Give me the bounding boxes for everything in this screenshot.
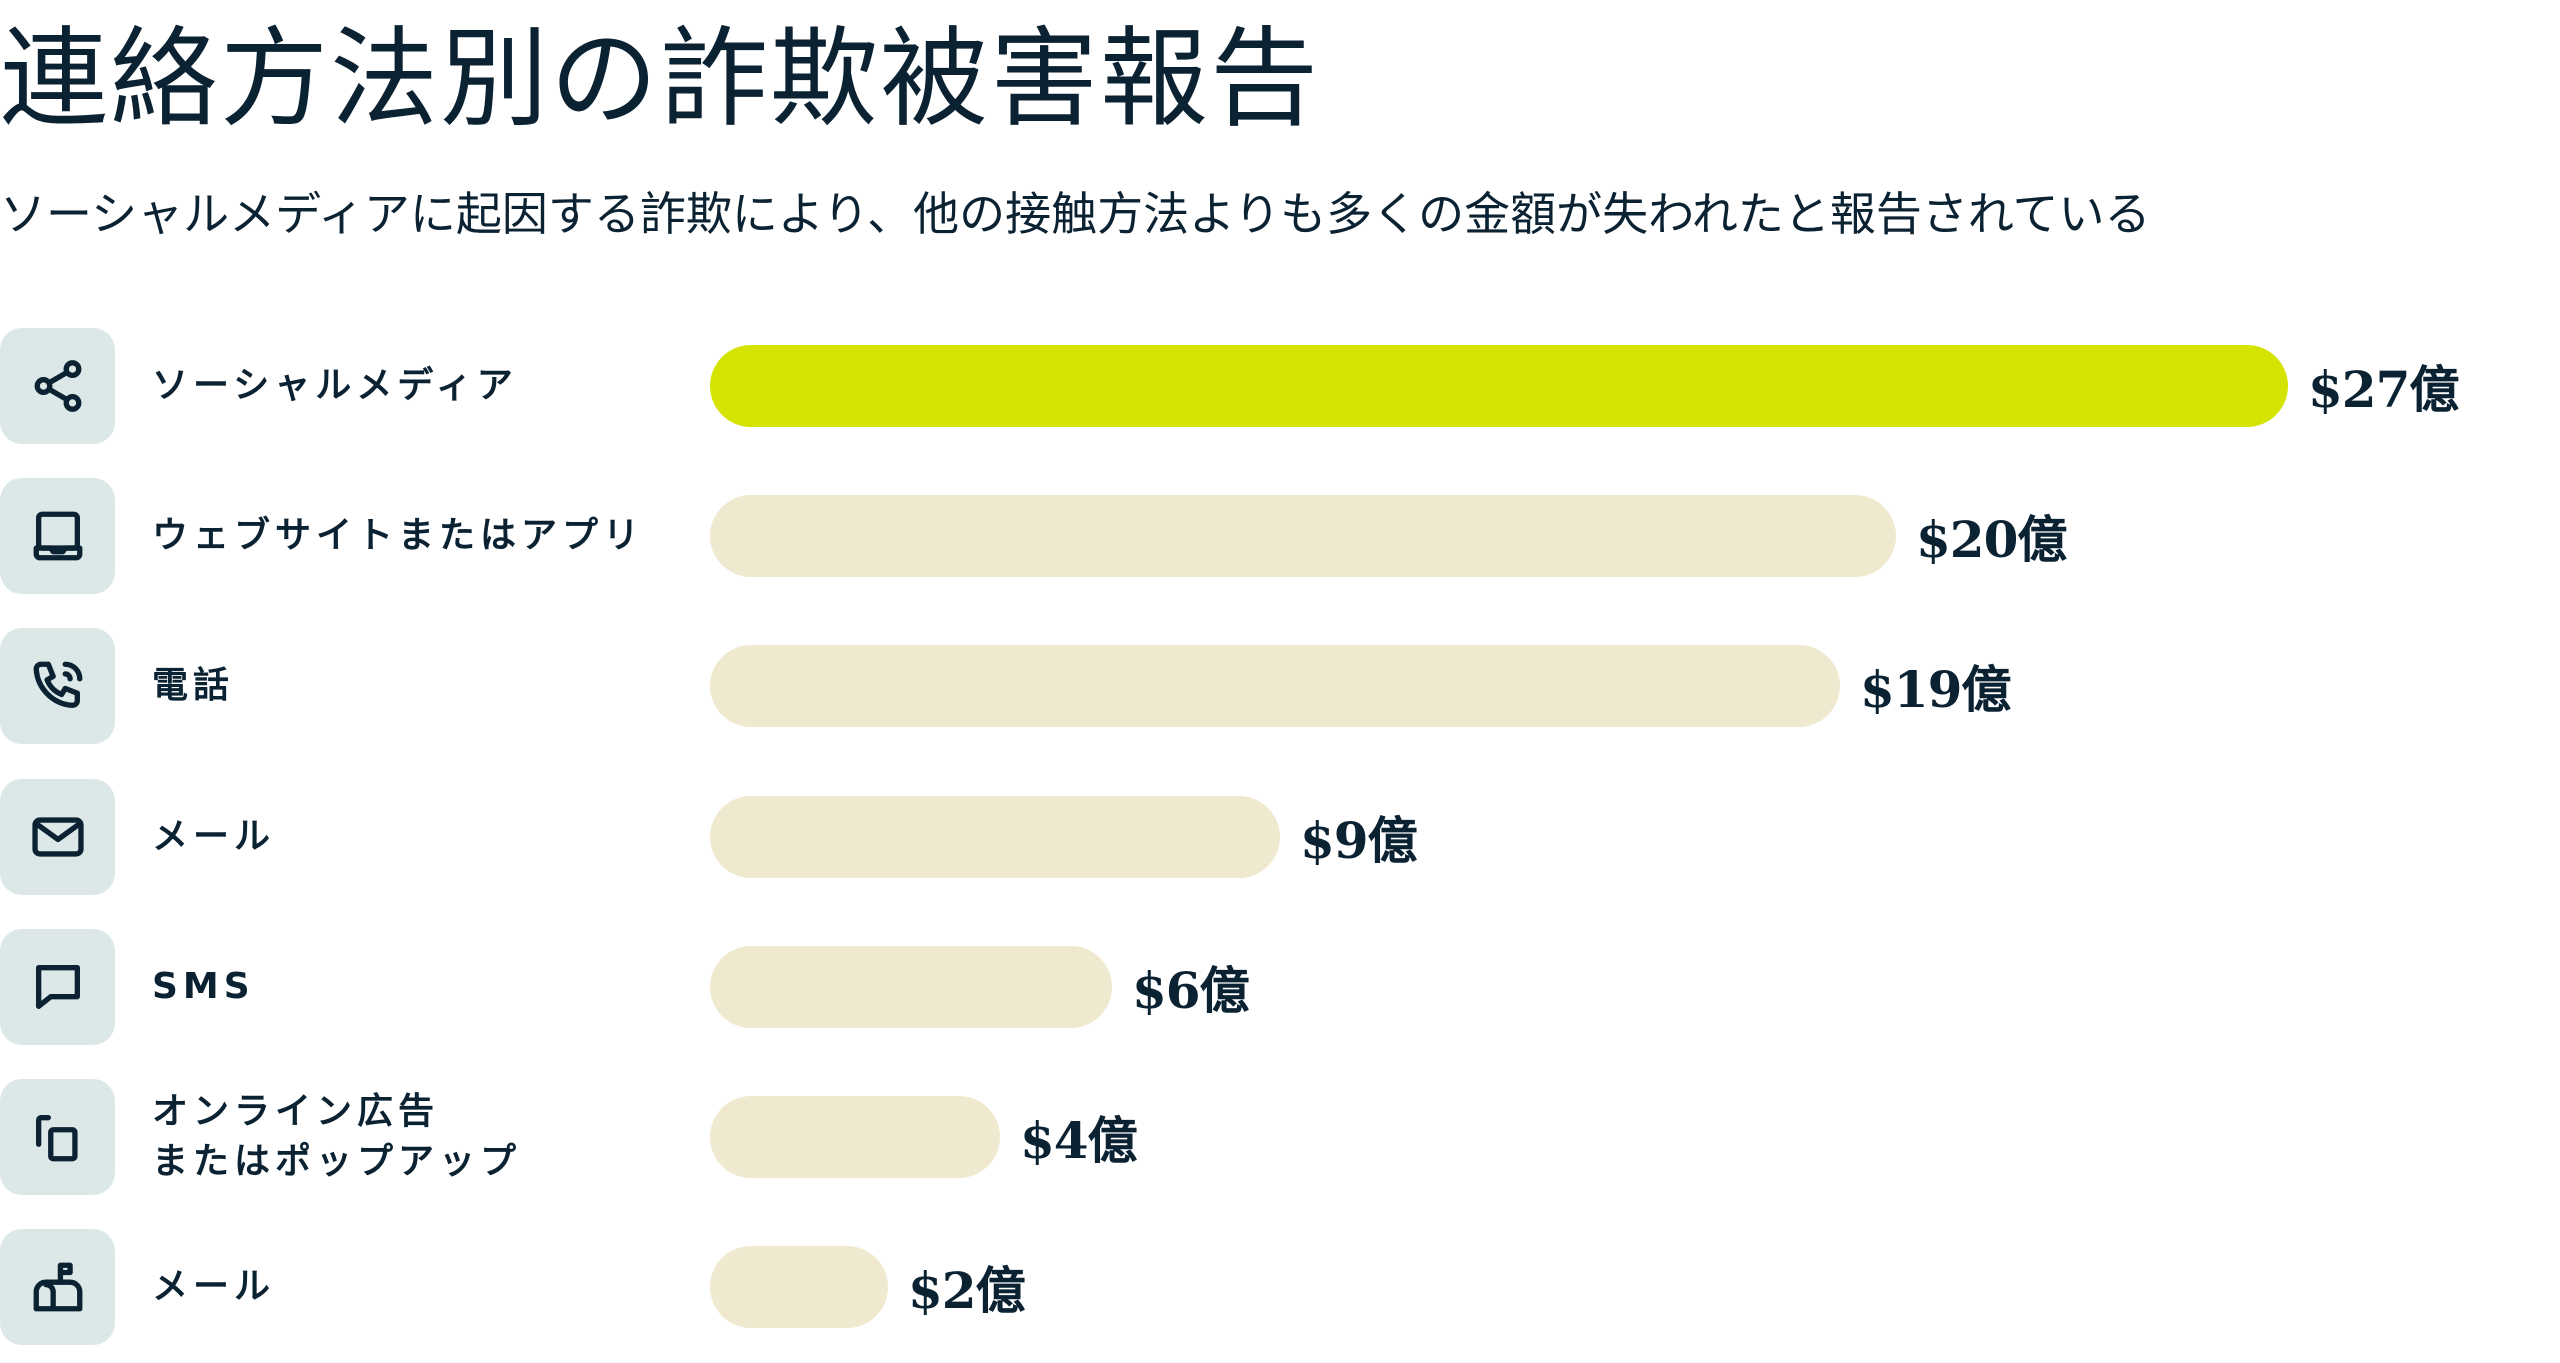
mailbox-icon xyxy=(0,1229,115,1346)
bar xyxy=(710,495,1896,578)
bar xyxy=(710,945,1112,1028)
category-label: メール xyxy=(152,1266,276,1308)
popup-windows-icon xyxy=(0,1079,115,1195)
value-label: $20億 xyxy=(1916,510,2067,570)
chart-title: 連絡方法別の詐欺被害報告 xyxy=(0,17,1321,142)
chart-row: 電話 $19億 xyxy=(0,628,2560,745)
category-label: SMS xyxy=(152,965,255,1007)
chart-row: ソーシャルメディア $27億 xyxy=(0,328,2560,444)
phone-call-icon xyxy=(0,628,115,745)
category-label: 電話 xyxy=(152,665,235,707)
bar xyxy=(710,645,1840,728)
bar xyxy=(710,795,1280,878)
chart-row: ウェブサイトまたはアプリ $20億 xyxy=(0,478,2560,595)
laptop-icon xyxy=(0,478,115,595)
value-label: $27億 xyxy=(2308,360,2459,419)
chart-subtitle: ソーシャルメディアに起因する詐欺により、他の接触方法よりも多くの金額が失われたと… xyxy=(0,187,2151,241)
share-icon xyxy=(0,328,115,444)
chart-row: オンライン広告 またはポップアップ $4億 xyxy=(0,1079,2560,1195)
category-label: ウェブサイトまたはアプリ xyxy=(152,515,645,557)
value-label: $2億 xyxy=(908,1261,1026,1321)
envelope-icon xyxy=(0,778,115,895)
value-label: $9億 xyxy=(1300,810,1418,870)
value-label: $19億 xyxy=(1860,660,2011,720)
chart-row: メール $2億 xyxy=(0,1229,2560,1346)
bar xyxy=(710,345,2288,427)
bar xyxy=(710,1246,888,1329)
category-label: メール xyxy=(152,815,276,857)
category-label: ソーシャルメディア xyxy=(152,365,518,406)
chart-row: メール $9億 xyxy=(0,778,2560,895)
value-label: $6億 xyxy=(1132,960,1250,1020)
value-label: $4億 xyxy=(1020,1111,1138,1170)
category-label: オンライン広告 またはポップアップ xyxy=(152,1091,522,1182)
chat-bubble-icon xyxy=(0,928,115,1045)
bar xyxy=(710,1096,1000,1178)
chart-row: SMS $6億 xyxy=(0,928,2560,1045)
